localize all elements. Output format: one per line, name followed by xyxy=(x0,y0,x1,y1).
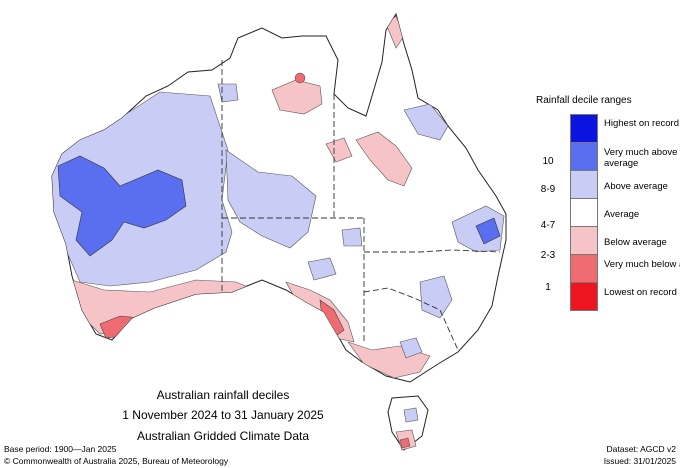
legend-tick-4-7: 4-7 xyxy=(540,220,556,231)
legend-swatch-above xyxy=(570,170,598,199)
region-above-average-queensland-east xyxy=(403,103,449,141)
caption-source: Australian Gridded Climate Data xyxy=(136,429,310,443)
legend-label-below: Below average xyxy=(604,237,667,248)
legend-swatch-lowest xyxy=(570,282,598,311)
footer-issued: Issued: 31/01/2025 xyxy=(603,456,676,466)
region-very-much-below-top-end xyxy=(294,72,306,84)
legend-tick-10: 10 xyxy=(542,156,554,167)
footer-copyright: © Commonwealth of Australia 2025, Bureau… xyxy=(4,456,229,466)
region-above-average-tasmania xyxy=(403,407,419,423)
footer-dataset: Dataset: AGCD v2 xyxy=(606,444,676,454)
state-borders xyxy=(221,60,501,351)
legend-tick-8-9: 8-9 xyxy=(540,184,556,195)
legend-swatch-very-much-above xyxy=(570,142,598,171)
region-above-average-nsw xyxy=(419,275,453,319)
legend-label-very-much-below: Very much below average xyxy=(604,259,680,270)
region-above-average-victoria xyxy=(399,337,423,359)
region-very-much-below-tasmania xyxy=(399,437,411,449)
caption-period: 1 November 2024 to 31 January 2025 xyxy=(122,408,324,422)
legend-title: Rainfall decile ranges xyxy=(536,95,632,106)
region-above-average-sa-north xyxy=(307,257,337,281)
legend-tick-1: 1 xyxy=(545,282,551,293)
legend-swatch-below xyxy=(570,226,598,255)
region-very-much-above-west xyxy=(57,155,187,257)
region-below-average-queensland xyxy=(355,131,413,187)
region-above-average-central xyxy=(225,149,317,249)
legend-swatch-very-much-below xyxy=(570,254,598,283)
footer-base-period: Base period: 1900—Jan 2025 xyxy=(4,444,117,454)
caption-title: Australian rainfall deciles xyxy=(156,388,290,402)
legend-label-average: Average xyxy=(604,209,640,220)
region-below-average-gulf xyxy=(325,137,353,163)
legend-swatch-highest xyxy=(570,114,598,143)
region-above-average-nt xyxy=(217,83,239,103)
legend-label-very-much-above: Very much above average xyxy=(604,147,678,169)
region-above-average-inland xyxy=(341,227,363,247)
legend-label-above: Above average xyxy=(604,181,668,192)
legend-label-lowest: Lowest on record xyxy=(604,287,677,298)
legend-swatch-average xyxy=(570,198,598,227)
legend-label-highest: Highest on record xyxy=(604,118,679,129)
legend-tick-2-3: 2-3 xyxy=(540,250,556,261)
region-very-much-above-queensland xyxy=(475,217,501,245)
